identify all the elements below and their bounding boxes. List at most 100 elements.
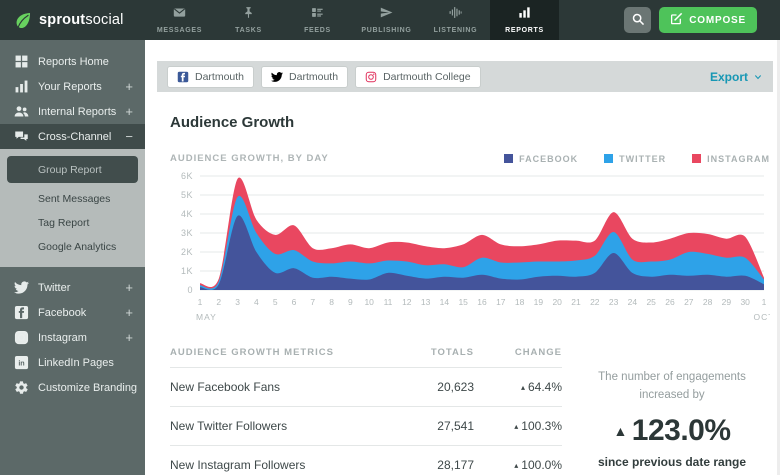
change-up-arrow-icon: ▴ <box>514 422 519 431</box>
sidebar-item-cross-channel[interactable]: Cross-Channel − <box>0 124 145 149</box>
x-axis-tick: 14 <box>440 297 450 307</box>
expand-plus-icon[interactable]: + <box>125 79 133 94</box>
profile-chip-label: Dartmouth <box>289 70 339 83</box>
cross-channel-submenu: Group Report Sent Messages Tag Report Googl… <box>0 149 145 267</box>
audience-growth-chart: 0 1K 2K 3K 4K 5K 6K 1 2 3 4 5 6 7 8 9 10 11 12 13 14 15 16 17 18… <box>170 168 773 337</box>
profile-chip-twitter[interactable]: Dartmouth <box>261 65 349 88</box>
chevron-down-icon <box>753 70 763 84</box>
expand-plus-icon[interactable]: + <box>125 280 133 295</box>
compose-button[interactable]: COMPOSE <box>659 7 757 33</box>
change-value: 100.0% <box>521 458 562 472</box>
scrollbar-track[interactable] <box>777 40 780 475</box>
legend-label: INSTAGRAM <box>707 153 770 164</box>
x-axis-tick: 13 <box>421 297 431 307</box>
export-button[interactable]: Export <box>710 70 763 84</box>
expand-plus-icon[interactable]: + <box>125 330 133 345</box>
nav-item-label: FEEDS <box>304 27 331 34</box>
metric-name: New Facebook Fans <box>170 367 369 407</box>
x-axis-tick: 25 <box>646 297 656 307</box>
sidebar-item-reports-home[interactable]: Reports Home <box>0 49 145 74</box>
brand-logo[interactable]: sproutsocial <box>0 11 145 30</box>
audience-growth-report: Audience Growth AUDIENCE GROWTH, BY DAY … <box>145 92 780 475</box>
summary-percentage: 123.0% <box>631 413 731 447</box>
nav-item-label: MESSAGES <box>156 27 203 34</box>
sidebar-item-twitter[interactable]: Twitter + <box>0 275 145 300</box>
x-axis-tick: 23 <box>609 297 619 307</box>
metric-name: New Twitter Followers <box>170 406 369 446</box>
tasks-icon <box>241 6 256 24</box>
reports-sidebar: Reports Home Your Reports + Internal Report… <box>0 40 145 475</box>
sidebar-item-label: Customize Branding <box>38 381 138 394</box>
legend-swatch <box>504 154 514 163</box>
chart-header: AUDIENCE GROWTH, BY DAY FACEBOOK TWITTER I… <box>170 153 770 164</box>
table-header-change: CHANGE <box>474 343 562 368</box>
up-arrow-icon: ▲ <box>613 422 627 439</box>
profile-chip-facebook[interactable]: Dartmouth <box>167 65 255 88</box>
chat-bubbles-icon <box>14 129 29 144</box>
profile-chip-instagram[interactable]: Dartmouth College <box>355 65 481 88</box>
summary-caption: since previous date range <box>597 454 747 469</box>
nav-item-publishing[interactable]: PUBLISHING <box>352 0 421 40</box>
sidebar-item-linkedin-pages[interactable]: in LinkedIn Pages <box>0 350 145 375</box>
y-axis-tick: 5K <box>181 190 193 200</box>
submenu-item-google-analytics[interactable]: Google Analytics <box>38 241 117 253</box>
summary-value: ▲ 123.0% <box>574 414 770 448</box>
y-axis-tick: 0 <box>187 285 193 295</box>
gear-icon <box>14 380 29 395</box>
metric-name: New Instagram Followers <box>170 445 369 475</box>
legend-label: TWITTER <box>619 153 667 164</box>
search-button[interactable] <box>624 7 652 33</box>
audience-growth-metrics-table: AUDIENCE GROWTH METRICS TOTALS CHANGE New … <box>170 343 562 475</box>
sprout-leaf-icon <box>13 11 32 30</box>
x-axis-tick: 30 <box>740 297 750 307</box>
profile-chips: Dartmouth Dartmouth Dartmouth College <box>167 65 481 88</box>
listening-icon <box>448 6 463 24</box>
sidebar-bottom-group: Twitter + Facebook + Instagram + in LinkedIn Pa… <box>0 267 145 400</box>
collapse-minus-icon[interactable]: − <box>125 129 133 144</box>
nav-item-feeds[interactable]: FEEDS <box>283 0 352 40</box>
legend-swatch <box>692 154 702 163</box>
x-axis-tick: 28 <box>703 297 713 307</box>
grid-icon <box>14 54 29 69</box>
facebook-icon <box>14 305 29 320</box>
svg-text:in: in <box>18 359 24 367</box>
x-axis-tick: 12 <box>402 297 412 307</box>
change-value: 64.4% <box>527 380 562 394</box>
submenu-item-group-report[interactable]: Group Report <box>7 156 138 183</box>
x-axis-tick: 10 <box>364 297 374 307</box>
x-axis-tick: 4 <box>254 297 259 307</box>
submenu-item-sent-messages[interactable]: Sent Messages <box>38 193 111 205</box>
nav-item-reports[interactable]: REPORTS <box>490 0 559 40</box>
expand-plus-icon[interactable]: + <box>125 104 133 119</box>
sidebar-item-facebook[interactable]: Facebook + <box>0 300 145 325</box>
expand-plus-icon[interactable]: + <box>125 305 133 320</box>
x-axis-tick: 15 <box>458 297 468 307</box>
linkedin-icon: in <box>14 355 29 370</box>
x-axis-month-start: MAY <box>196 312 217 322</box>
metric-change: ▴ 100.3% <box>474 406 562 446</box>
legend-item-facebook: FACEBOOK <box>504 154 578 164</box>
sidebar-item-instagram[interactable]: Instagram + <box>0 325 145 350</box>
x-axis-tick: 20 <box>552 297 562 307</box>
y-axis-tick: 6K <box>181 171 193 181</box>
x-axis-tick: 18 <box>515 297 525 307</box>
x-axis-tick: 21 <box>571 297 581 307</box>
summary-line-2: increased by <box>639 388 705 401</box>
nav-item-listening[interactable]: LISTENING <box>421 0 490 40</box>
table-header-totals: TOTALS <box>369 343 474 368</box>
chart-legend: FACEBOOK TWITTER INSTAGRAM <box>504 154 770 164</box>
messages-icon <box>172 6 187 24</box>
sidebar-item-your-reports[interactable]: Your Reports + <box>0 74 145 99</box>
x-axis-tick: 7 <box>310 297 315 307</box>
submenu-item-tag-report[interactable]: Tag Report <box>38 217 90 229</box>
reports-icon <box>517 6 532 24</box>
sidebar-item-customize-branding[interactable]: Customize Branding <box>0 375 145 400</box>
x-axis-tick: 19 <box>534 297 544 307</box>
metric-total: 20,623 <box>369 367 474 407</box>
y-axis-tick: 4K <box>181 209 193 219</box>
sidebar-item-internal-reports[interactable]: Internal Reports + <box>0 99 145 124</box>
nav-item-tasks[interactable]: TASKS <box>214 0 283 40</box>
nav-item-messages[interactable]: MESSAGES <box>145 0 214 40</box>
profile-chip-label: Dartmouth College <box>383 70 471 83</box>
y-axis-tick: 1K <box>181 266 193 276</box>
